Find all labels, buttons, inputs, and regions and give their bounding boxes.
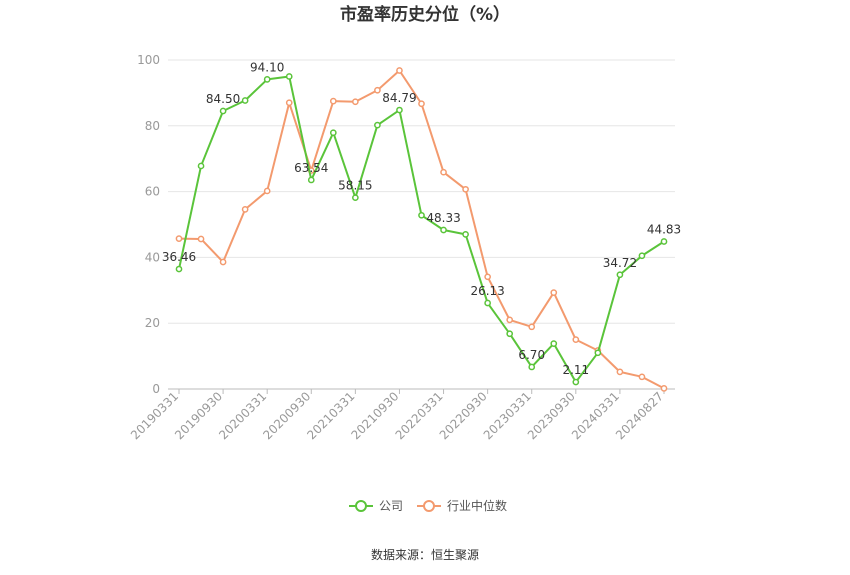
y-tick-label: 80 <box>145 119 160 133</box>
y-axis-ticks: 0 20 40 60 80 100 <box>137 53 160 396</box>
data-label: 63.54 <box>294 161 328 175</box>
data-point <box>263 187 271 195</box>
data-point <box>285 99 293 107</box>
data-point <box>638 373 646 381</box>
legend-label: 行业中位数 <box>447 498 507 513</box>
data-labels: 36.46 84.50 94.10 63.54 58.15 84.79 48.33 26.13… <box>162 60 681 377</box>
data-point <box>352 194 359 202</box>
data-point <box>660 384 668 392</box>
data-point <box>550 340 558 347</box>
data-point <box>241 206 249 213</box>
data-point <box>219 258 227 266</box>
data-label: 84.79 <box>382 91 416 105</box>
data-point <box>197 235 205 243</box>
legend-marker <box>423 500 435 512</box>
data-point <box>241 97 249 104</box>
data-point <box>638 252 646 260</box>
y-tick-label: 100 <box>137 53 160 67</box>
data-point <box>660 238 668 245</box>
y-tick-label: 60 <box>145 185 160 199</box>
data-point <box>175 265 183 273</box>
data-point <box>528 363 536 371</box>
data-point <box>374 121 381 129</box>
data-point <box>616 368 624 376</box>
chart-title: 市盈率历史分位（%） <box>340 4 510 25</box>
data-point <box>506 330 514 338</box>
data-point <box>307 176 315 184</box>
data-point <box>396 67 403 74</box>
data-point <box>528 323 536 331</box>
data-point <box>329 129 337 137</box>
data-point <box>572 378 580 386</box>
legend-label: 公司 <box>379 499 403 513</box>
data-point <box>572 336 580 343</box>
data-label: 44.83 <box>647 223 681 237</box>
data-point <box>462 231 469 238</box>
data-label: 58.15 <box>338 179 372 193</box>
data-label: 94.10 <box>250 60 284 74</box>
y-tick-label: 0 <box>152 382 160 396</box>
data-point <box>484 273 491 281</box>
data-label: 34.72 <box>603 256 637 270</box>
x-tick-label: 20240827 <box>613 389 666 442</box>
data-label: 48.33 <box>426 211 460 225</box>
data-label: 36.46 <box>162 250 196 264</box>
series-line <box>178 75 665 384</box>
data-label: 26.13 <box>470 284 504 298</box>
data-point <box>352 98 359 106</box>
y-tick-label: 40 <box>145 250 160 264</box>
data-point <box>440 168 447 176</box>
data-point <box>506 316 514 324</box>
data-point <box>462 185 469 193</box>
data-point <box>616 271 624 279</box>
data-point <box>594 349 602 357</box>
source-note: 数据来源：恒生聚源 <box>371 547 479 562</box>
y-tick-label: 20 <box>145 316 160 330</box>
data-point <box>418 211 425 219</box>
data-point <box>440 226 447 234</box>
legend: 公司 行业中位数 <box>349 498 507 513</box>
data-label: 2.11 <box>562 363 589 377</box>
data-point <box>219 107 227 115</box>
data-point <box>550 289 558 296</box>
series-layer <box>175 67 668 392</box>
data-point <box>396 106 403 114</box>
legend-marker <box>355 500 367 512</box>
series-line <box>178 69 665 390</box>
data-point <box>285 73 293 80</box>
data-point <box>263 76 271 83</box>
data-point <box>418 100 425 108</box>
data-point <box>329 97 337 105</box>
data-point <box>175 235 183 242</box>
data-point <box>484 299 491 307</box>
data-label: 6.70 <box>518 348 545 362</box>
x-axis: 2019033120190930202003312020093020210331… <box>128 388 675 442</box>
data-point <box>197 162 205 170</box>
data-point <box>374 86 381 94</box>
data-label: 84.50 <box>206 92 240 106</box>
grid-lines <box>168 59 675 324</box>
